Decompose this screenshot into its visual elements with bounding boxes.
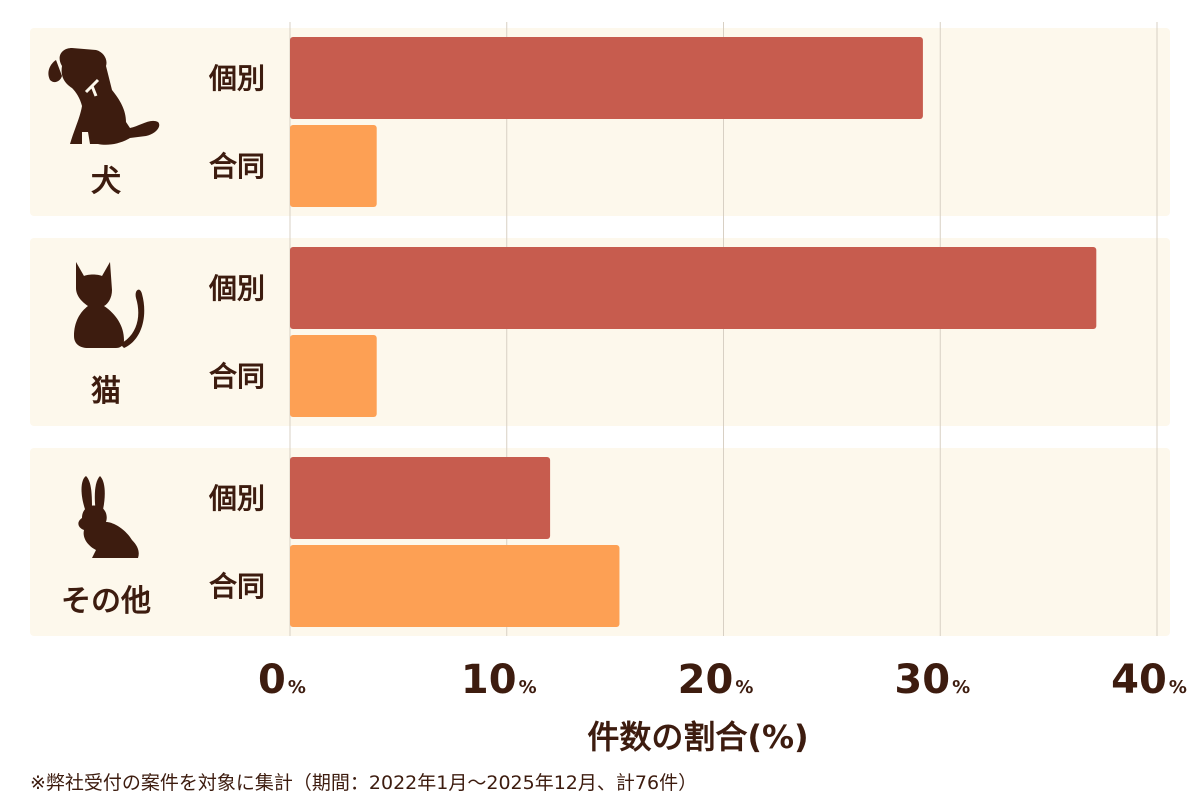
- rabbit-icon: [78, 476, 139, 558]
- x-tick-label: 40%: [1111, 657, 1187, 703]
- cat-icon: [74, 262, 145, 348]
- bar-label: 合同: [209, 360, 265, 393]
- x-tick-label: 10%: [461, 657, 537, 703]
- footnote: ※弊社受付の案件を対象に集計（期間：2022年1月〜2025年12月、計76件）: [30, 772, 698, 794]
- category-label: その他: [61, 584, 151, 619]
- x-tick-label: 30%: [894, 657, 970, 703]
- bar: [290, 545, 620, 627]
- bar: [290, 335, 377, 417]
- group-panels: [30, 28, 1170, 636]
- x-axis-title: 件数の割合(%): [587, 718, 808, 756]
- bar: [290, 457, 551, 539]
- category-label: 犬: [91, 164, 121, 199]
- bar-label: 個別: [208, 62, 265, 95]
- x-tick-labels: 0% 10% 20% 30% 40%: [258, 657, 1187, 703]
- x-tick-label: 20%: [678, 657, 754, 703]
- bar: [290, 37, 923, 119]
- bar: [290, 125, 377, 207]
- category-label: 猫: [91, 374, 121, 409]
- bar-label: 個別: [208, 272, 265, 305]
- animal-icons: [48, 48, 160, 558]
- bar-label: 個別: [208, 482, 265, 515]
- dog-icon: [48, 48, 160, 145]
- bars: [290, 37, 1097, 627]
- bar: [290, 247, 1097, 329]
- bar-label: 合同: [209, 570, 265, 603]
- bar-label: 合同: [209, 150, 265, 183]
- x-tick-label: 0%: [258, 657, 306, 703]
